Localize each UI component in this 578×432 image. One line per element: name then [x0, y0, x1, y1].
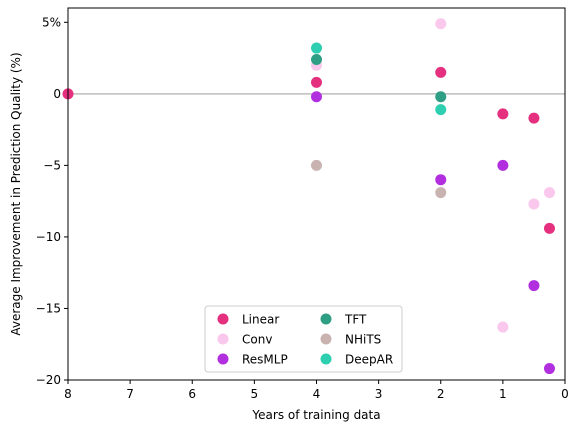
plot-frame: [67, 7, 566, 381]
x-axis-label: Years of training data: [251, 408, 380, 422]
y-tick-label: −15: [36, 301, 61, 315]
x-tick-label: 2: [437, 387, 445, 401]
series-linear: [62, 66, 555, 234]
data-point-resmlp: [435, 174, 447, 186]
legend-item-tft: TFT: [320, 313, 367, 327]
legend-label: ResMLP: [242, 353, 288, 367]
legend-item-conv: Conv: [217, 333, 272, 347]
x-tick-label: 6: [188, 387, 196, 401]
data-point-resmlp: [528, 280, 540, 292]
legend-label: TFT: [344, 313, 367, 327]
y-tick-label: 0: [53, 87, 61, 101]
legend-label: Conv: [242, 333, 272, 347]
legend: Linear Conv ResMLP TFT NHiTS DeepAR: [204, 305, 403, 373]
legend-box: [204, 305, 403, 373]
legend-label: Linear: [242, 313, 279, 327]
legend-marker: [217, 333, 229, 345]
data-point-conv: [435, 18, 447, 30]
x-tick-label: 0: [561, 387, 569, 401]
data-point-linear: [497, 108, 509, 120]
data-point-conv: [497, 321, 509, 333]
x-tick-label: 7: [126, 387, 134, 401]
y-tick-label: 5%: [42, 15, 61, 29]
data-point-linear: [543, 222, 555, 234]
y-tick-label: −20: [36, 373, 61, 387]
data-point-resmlp: [311, 91, 322, 103]
y-tick-label: −10: [36, 230, 61, 244]
data-point-conv: [528, 198, 540, 210]
legend-item-nhits: NHiTS: [320, 333, 381, 347]
legend-marker: [320, 333, 332, 345]
data-point-conv: [543, 187, 555, 199]
x-tick-label: 8: [64, 387, 72, 401]
x-tick-label: 1: [499, 387, 507, 401]
legend-label: NHiTS: [345, 333, 381, 347]
data-points: [62, 18, 555, 375]
axis-ticks: 8 7 6 5 4 3 2 1 0 −20 −15 −10 −5 0 5%: [36, 15, 569, 401]
legend-marker: [320, 313, 332, 325]
data-point-nhits: [311, 159, 322, 171]
data-point-linear: [435, 66, 447, 78]
legend-item-linear: Linear: [217, 313, 279, 327]
series-tft: [311, 54, 447, 103]
x-tick-label: 4: [313, 387, 321, 401]
data-point-nhits: [435, 187, 447, 199]
y-axis-label: Average Improvement in Prediction Qualit…: [9, 52, 23, 335]
legend-item-deepar: DeepAR: [320, 353, 393, 367]
data-point-resmlp: [543, 363, 555, 375]
data-point-tft: [311, 54, 322, 66]
legend-item-resmlp: ResMLP: [217, 353, 288, 367]
legend-marker: [217, 353, 229, 365]
legend-label: DeepAR: [345, 353, 393, 367]
data-point-resmlp: [497, 159, 509, 171]
series-resmlp: [311, 91, 555, 375]
data-point-deepar: [311, 42, 322, 54]
series-deepar: [311, 42, 447, 116]
series-nhits: [311, 159, 447, 199]
legend-marker: [320, 353, 332, 365]
x-tick-label: 3: [375, 387, 383, 401]
data-point-linear: [528, 112, 540, 124]
data-point-deepar: [435, 104, 447, 116]
data-point-tft: [435, 91, 447, 103]
x-tick-label: 5: [251, 387, 259, 401]
data-point-linear: [311, 76, 322, 88]
y-tick-label: −5: [43, 158, 61, 172]
legend-marker: [217, 313, 229, 325]
